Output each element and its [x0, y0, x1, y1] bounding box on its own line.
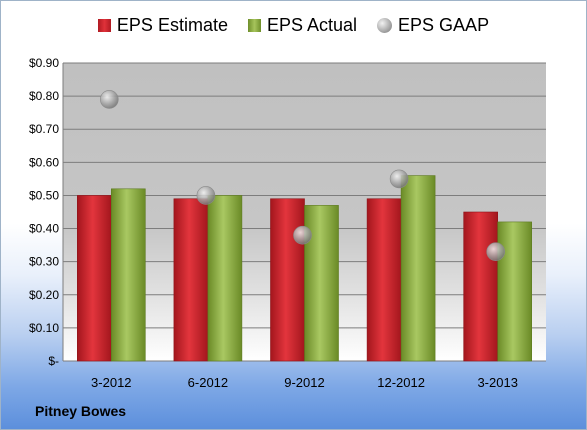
y-tick-label: $0.70: [29, 122, 59, 136]
bar-eps-actual: [207, 195, 243, 362]
bar-eps-estimate: [77, 195, 112, 362]
y-tick-label: $0.30: [29, 255, 59, 269]
y-tick-label: $0.60: [29, 155, 59, 169]
legend-label-eps-estimate: EPS Estimate: [116, 15, 228, 35]
legend-swatch-eps-gaap: [377, 18, 393, 33]
x-tick-label: 6-2012: [188, 375, 228, 390]
bar-eps-estimate: [366, 198, 402, 362]
legend-swatch-eps-estimate: [97, 19, 111, 32]
legend-item-eps-estimate: EPS Estimate: [97, 15, 228, 36]
marker-eps-gaap: [293, 225, 312, 245]
y-tick-label: $-: [48, 354, 59, 368]
company-name: Pitney Bowes: [35, 403, 127, 419]
marker-eps-gaap: [389, 169, 409, 189]
bar-eps-actual: [497, 221, 533, 362]
y-tick-label: $0.10: [29, 321, 59, 335]
legend-item-eps-actual: EPS Actual: [247, 15, 358, 36]
bar-eps-estimate: [173, 198, 209, 362]
y-tick-label: $0.90: [29, 56, 59, 70]
bar-eps-actual: [111, 188, 146, 362]
x-tick-label: 9-2012: [284, 375, 324, 390]
bar-eps-actual: [400, 175, 436, 362]
y-tick-label: $0.50: [29, 188, 59, 202]
y-tick-label: $0.80: [29, 89, 59, 103]
marker-eps-gaap: [196, 186, 216, 205]
bar-eps-estimate: [270, 198, 305, 362]
legend: EPS Estimate EPS Actual EPS GAAP: [1, 15, 586, 36]
x-tick-label: 12-2012: [377, 375, 425, 390]
bar-eps-estimate: [463, 211, 499, 362]
marker-eps-gaap: [486, 242, 506, 262]
legend-item-eps-gaap: EPS GAAP: [377, 15, 489, 36]
legend-label-eps-gaap: EPS GAAP: [398, 15, 490, 35]
legend-swatch-eps-actual: [247, 19, 261, 32]
legend-label-eps-actual: EPS Actual: [266, 15, 358, 35]
x-tick-label: 3-2013: [477, 375, 517, 390]
x-tick-label: 3-2012: [91, 375, 131, 390]
y-tick-label: $0.20: [29, 288, 59, 302]
y-tick-label: $0.40: [29, 222, 59, 236]
marker-eps-gaap: [100, 90, 119, 109]
bar-eps-actual: [304, 205, 339, 362]
